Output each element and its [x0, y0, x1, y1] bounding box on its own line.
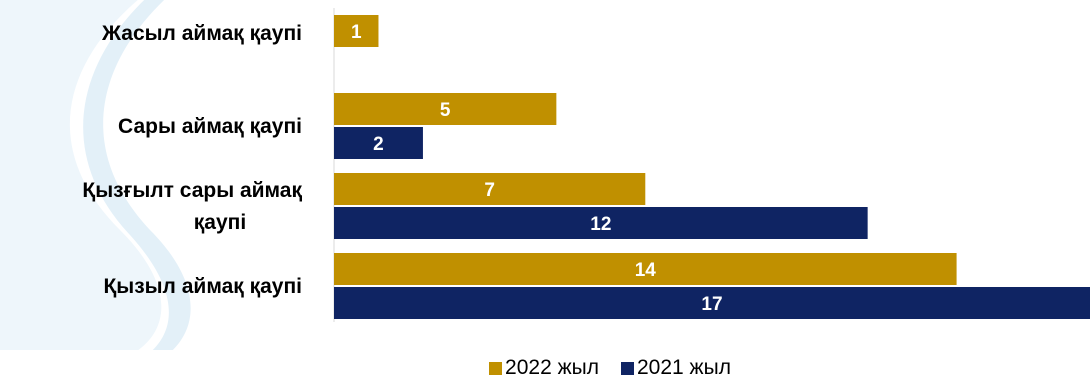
legend-swatch-2022	[489, 361, 503, 375]
bar-2021-4	[334, 287, 1090, 319]
data-label-2021-3: 12	[590, 214, 611, 235]
bar-2021-2	[334, 127, 423, 159]
legend-item-2021: 2021 жыл	[621, 356, 731, 380]
background-swoosh-accent	[83, 0, 191, 350]
data-label-2021-4: 17	[701, 294, 722, 315]
category-label-4: Қызыл аймақ қаупі	[103, 275, 302, 298]
bar-2022-2	[334, 93, 557, 125]
labels-group: 1 Жасыл аймақ қаупі 5 2 Сары аймақ қаупі 7 12 Қ…	[82, 22, 722, 315]
bar-2022-4	[334, 253, 957, 285]
category-label-3-line-1: Қызғылт сары аймақ	[82, 179, 302, 202]
bar-2021-3	[334, 207, 868, 239]
data-label-2022-1: 1	[351, 22, 362, 43]
category-label-2: Сары аймақ қаупі	[118, 115, 302, 138]
data-label-2022-2: 5	[440, 100, 451, 121]
data-label-2021-2: 2	[373, 134, 384, 155]
legend-swatch-2021	[621, 361, 634, 375]
bar-chart: 1 Жасыл аймақ қаупі 5 2 Сары аймақ қаупі 7 12 Қ…	[0, 0, 1090, 350]
category-label-1: Жасыл аймақ қаупі	[101, 22, 302, 45]
background-decoration	[0, 0, 191, 350]
bar-2022-3	[334, 173, 646, 205]
bar-2022-1	[334, 15, 379, 47]
data-label-2022-3: 7	[484, 180, 495, 201]
category-label-3-line-2: қаупі	[194, 211, 246, 234]
data-label-2022-4: 14	[635, 260, 657, 281]
legend-item-2022: 2022 жыл	[489, 356, 599, 380]
legend: 2022 жыл 2021 жыл	[0, 356, 1090, 380]
bars-group	[333, 8, 1090, 322]
background-swoosh	[0, 0, 162, 350]
legend-label-2022: 2022 жыл	[505, 356, 599, 379]
legend-label-2021: 2021 жыл	[637, 356, 731, 379]
